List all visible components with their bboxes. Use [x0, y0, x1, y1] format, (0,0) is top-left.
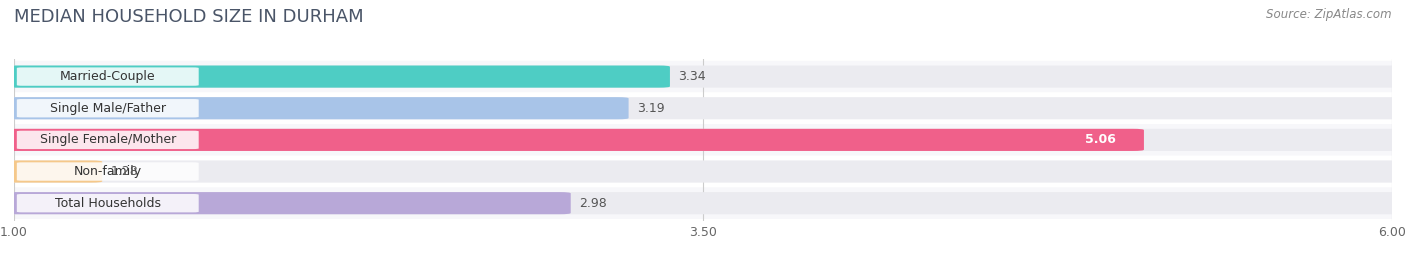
Text: 3.19: 3.19 — [637, 102, 665, 115]
FancyBboxPatch shape — [17, 162, 198, 181]
FancyBboxPatch shape — [14, 93, 1392, 124]
Text: 1.28: 1.28 — [111, 165, 138, 178]
FancyBboxPatch shape — [3, 66, 1403, 88]
Text: Single Male/Father: Single Male/Father — [49, 102, 166, 115]
FancyBboxPatch shape — [3, 160, 1403, 183]
FancyBboxPatch shape — [3, 97, 628, 119]
Text: Non-family: Non-family — [73, 165, 142, 178]
Text: Married-Couple: Married-Couple — [60, 70, 156, 83]
FancyBboxPatch shape — [14, 124, 1392, 156]
FancyBboxPatch shape — [17, 68, 198, 86]
FancyBboxPatch shape — [3, 97, 1403, 119]
FancyBboxPatch shape — [17, 131, 198, 149]
FancyBboxPatch shape — [3, 160, 103, 183]
Text: MEDIAN HOUSEHOLD SIZE IN DURHAM: MEDIAN HOUSEHOLD SIZE IN DURHAM — [14, 8, 364, 26]
Text: Source: ZipAtlas.com: Source: ZipAtlas.com — [1267, 8, 1392, 21]
FancyBboxPatch shape — [14, 187, 1392, 219]
FancyBboxPatch shape — [3, 192, 1403, 214]
Text: 2.98: 2.98 — [579, 197, 607, 210]
FancyBboxPatch shape — [17, 194, 198, 212]
FancyBboxPatch shape — [3, 192, 571, 214]
Text: Total Households: Total Households — [55, 197, 160, 210]
FancyBboxPatch shape — [3, 129, 1403, 151]
FancyBboxPatch shape — [3, 129, 1144, 151]
FancyBboxPatch shape — [3, 66, 669, 88]
FancyBboxPatch shape — [17, 99, 198, 117]
Text: Single Female/Mother: Single Female/Mother — [39, 133, 176, 146]
FancyBboxPatch shape — [14, 61, 1392, 93]
FancyBboxPatch shape — [14, 156, 1392, 187]
Text: 3.34: 3.34 — [678, 70, 706, 83]
Text: 5.06: 5.06 — [1085, 133, 1116, 146]
